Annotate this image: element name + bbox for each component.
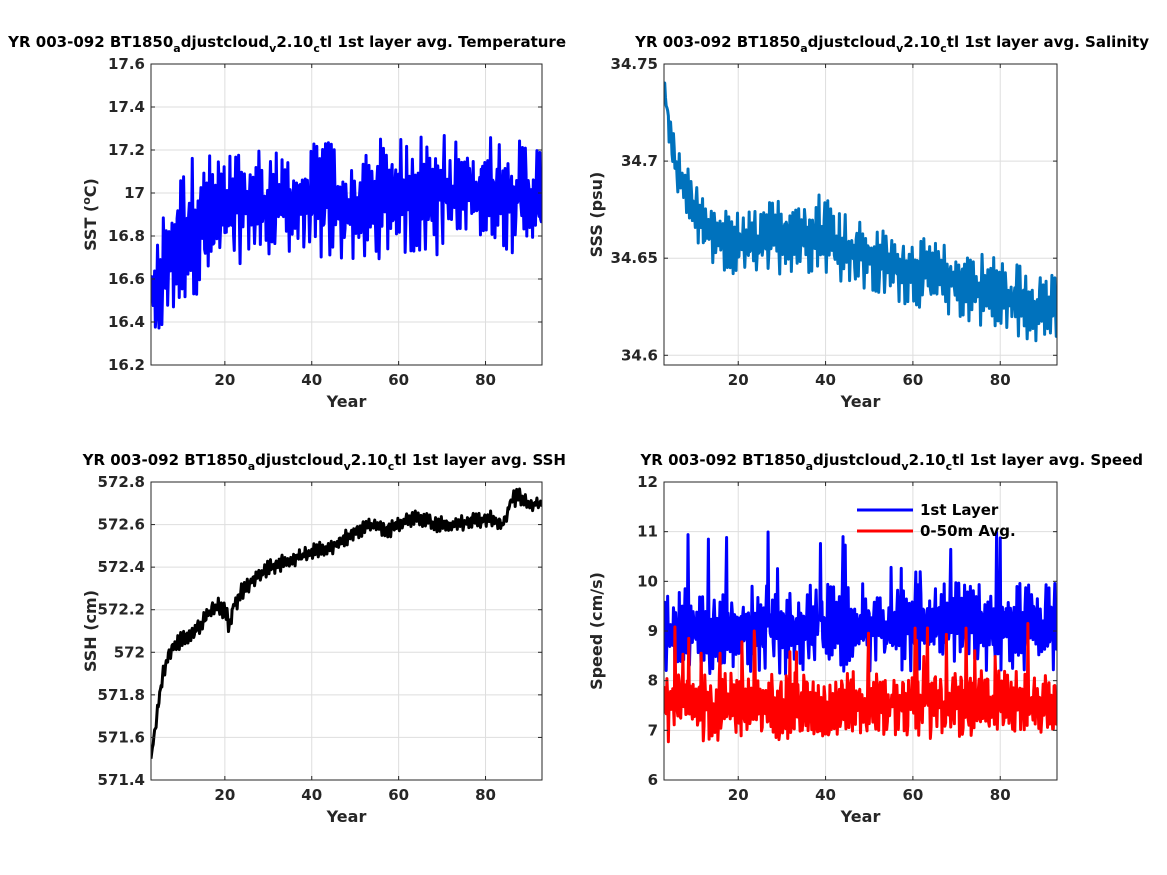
y-tick-label: 572	[114, 643, 145, 661]
y-tick-label: 571.4	[98, 771, 145, 789]
subplot-speed: 20 40 60 80 6 7 8 9 10 11 12 Year Speed (cm/s) YR 003…	[587, 451, 1143, 826]
y-axis-label: SSS (psu)	[587, 172, 606, 258]
axes-box	[150, 63, 543, 366]
axes-box	[663, 63, 1058, 366]
y-tick-label: 571.8	[98, 686, 145, 704]
y-tick-label: 9	[648, 622, 658, 640]
x-tick-label: 80	[990, 371, 1011, 389]
series-line-temperature-0	[151, 134, 542, 330]
y-tick-label: 572.6	[98, 516, 145, 534]
subplot-temperature: 20 40 60 80 16.2 16.4 16.6 16.8 17 17.2 17.4 17.6 Ye…	[7, 33, 566, 411]
x-tick-label: 20	[728, 371, 749, 389]
x-tick-label: 40	[301, 371, 322, 389]
y-tick-label: 17.4	[108, 98, 145, 116]
y-tick-label: 34.65	[611, 249, 658, 267]
y-tick-label: 6	[648, 771, 658, 789]
y-tick-label: 7	[648, 721, 658, 739]
y-axis-label: SST (oC)	[80, 178, 101, 251]
y-tick-label: 10	[637, 572, 658, 590]
x-tick-label: 80	[990, 786, 1011, 804]
x-axis-label: Year	[326, 807, 367, 826]
axes-box	[150, 481, 543, 781]
chart-title: YR 003-092 BT1850adjustcloudv2.10ctl 1st…	[82, 451, 566, 473]
plot-area	[151, 482, 542, 780]
y-tick-label: 572.8	[98, 473, 145, 491]
x-tick-label: 40	[301, 786, 322, 804]
y-tick-label: 16.6	[108, 270, 145, 288]
subplot-salinity: 20 40 60 80 34.6 34.65 34.7 34.75 Year SSS (psu) Y…	[587, 33, 1149, 411]
series-line-speed-1	[664, 621, 1057, 744]
y-tick-label: 16.2	[108, 356, 145, 374]
x-tick-label: 60	[388, 786, 409, 804]
x-axis-label: Year	[840, 807, 881, 826]
legend-label: 0-50m Avg.	[920, 522, 1016, 540]
y-axis-label: Speed (cm/s)	[587, 572, 606, 690]
y-tick-label: 572.2	[98, 601, 145, 619]
y-tick-label: 12	[637, 473, 658, 491]
subplot-ssh: 20 40 60 80 571.4 571.6 571.8 572 572.2 572.4 572.…	[81, 451, 566, 826]
legend-label: 1st Layer	[920, 501, 999, 519]
series-line-salinity-0	[664, 81, 1057, 343]
x-tick-label: 60	[902, 786, 923, 804]
x-tick-label: 80	[475, 786, 496, 804]
y-tick-label: 17	[124, 184, 145, 202]
y-tick-label: 34.75	[611, 55, 658, 73]
chart-title: YR 003-092 BT1850adjustcloudv2.10ctl 1st…	[634, 33, 1149, 55]
y-tick-label: 8	[648, 672, 658, 690]
y-tick-label: 34.6	[621, 346, 658, 364]
x-tick-label: 40	[815, 371, 836, 389]
series-line-ssh-0	[151, 487, 542, 759]
x-tick-label: 20	[728, 786, 749, 804]
y-tick-label: 17.6	[108, 55, 145, 73]
x-tick-label: 60	[388, 371, 409, 389]
y-tick-label: 572.4	[98, 558, 145, 576]
x-axis-label: Year	[326, 392, 367, 411]
y-tick-label: 16.8	[108, 227, 145, 245]
chart-title: YR 003-092 BT1850adjustcloudv2.10ctl 1st…	[7, 33, 566, 55]
x-tick-label: 20	[214, 786, 235, 804]
y-tick-label: 17.2	[108, 141, 145, 159]
x-tick-label: 40	[815, 786, 836, 804]
series-line-speed-0	[664, 530, 1057, 676]
y-tick-label: 16.4	[108, 313, 145, 331]
y-tick-label: 571.6	[98, 728, 145, 746]
x-tick-label: 20	[214, 371, 235, 389]
x-axis-label: Year	[840, 392, 881, 411]
y-tick-label: 11	[637, 523, 658, 541]
y-axis-label: SSH (cm)	[81, 590, 100, 672]
x-tick-label: 60	[902, 371, 923, 389]
y-tick-label: 34.7	[621, 152, 658, 170]
x-tick-label: 80	[475, 371, 496, 389]
chart-title: YR 003-092 BT1850adjustcloudv2.10ctl 1st…	[639, 451, 1143, 473]
